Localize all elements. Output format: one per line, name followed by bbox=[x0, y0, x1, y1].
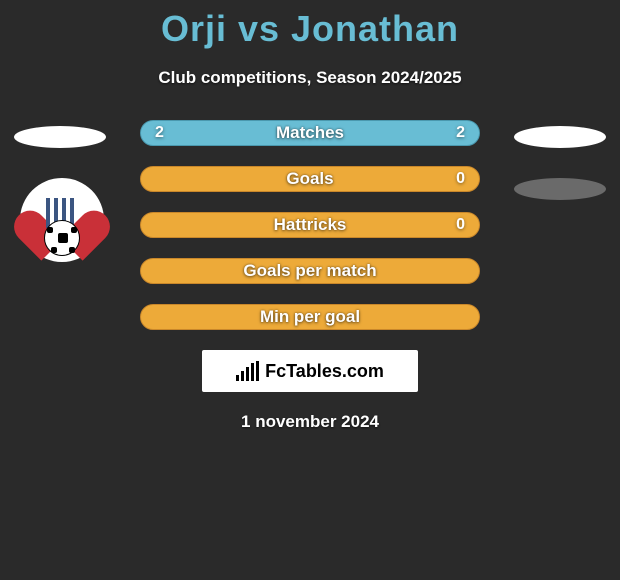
stat-row-goals-per-match: Goals per match bbox=[140, 258, 480, 284]
stat-row-hattricks: Hattricks 0 bbox=[140, 212, 480, 238]
logo-text: FcTables.com bbox=[265, 361, 384, 382]
stats-container: 2 Matches 2 Goals 0 Hattricks 0 Goals pe… bbox=[0, 120, 620, 330]
page-title: Orji vs Jonathan bbox=[0, 0, 620, 50]
stat-right-value: 0 bbox=[456, 216, 465, 234]
stat-right-value: 2 bbox=[456, 124, 465, 142]
stat-row-goals: Goals 0 bbox=[140, 166, 480, 192]
stat-right-value: 0 bbox=[456, 170, 465, 188]
stat-label: Hattricks bbox=[141, 215, 479, 235]
stat-left-value: 2 bbox=[155, 124, 164, 142]
footer-date: 1 november 2024 bbox=[0, 412, 620, 432]
stat-row-min-per-goal: Min per goal bbox=[140, 304, 480, 330]
stat-label: Min per goal bbox=[141, 307, 479, 327]
stat-label: Matches bbox=[141, 123, 479, 143]
page-subtitle: Club competitions, Season 2024/2025 bbox=[0, 68, 620, 88]
stat-label: Goals bbox=[141, 169, 479, 189]
fctables-logo-link[interactable]: FcTables.com bbox=[202, 350, 418, 392]
stat-row-matches: 2 Matches 2 bbox=[140, 120, 480, 146]
bar-chart-icon bbox=[236, 361, 259, 381]
stat-label: Goals per match bbox=[141, 261, 479, 281]
